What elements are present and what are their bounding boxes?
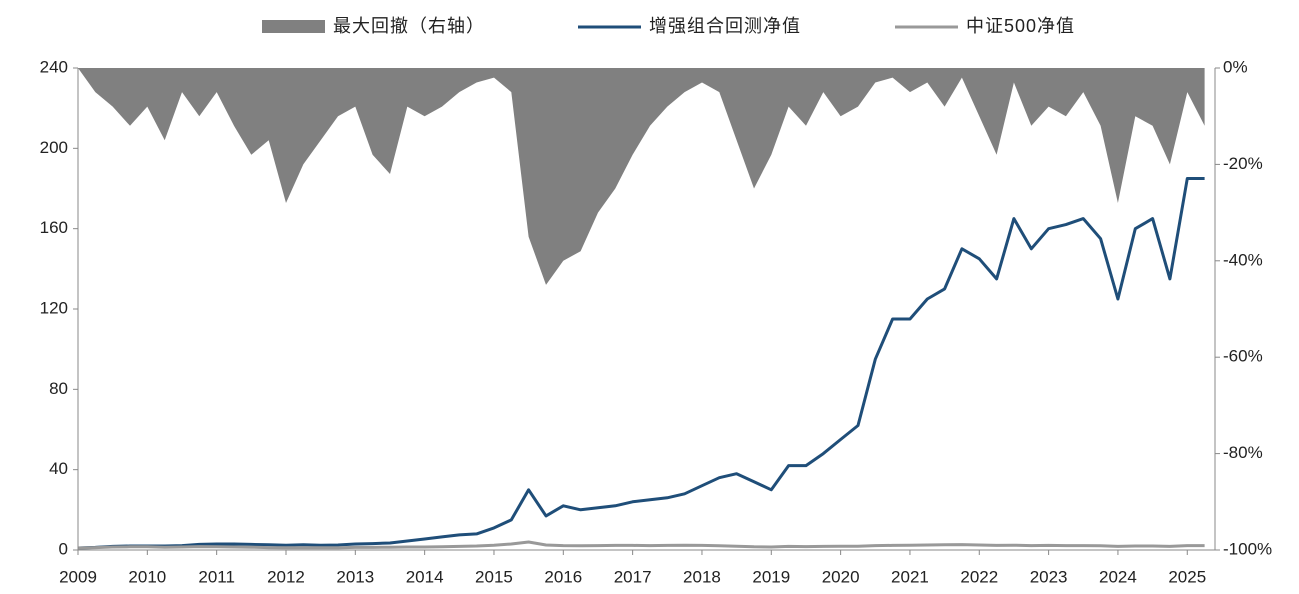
- x-tick-label: 2021: [891, 567, 929, 586]
- x-tick-label: 2015: [475, 567, 513, 586]
- x-tick-label: 2013: [336, 567, 374, 586]
- x-tick-label: 2017: [614, 567, 652, 586]
- y-tick-label: 80: [49, 379, 68, 398]
- legend-label: 中证500净值: [966, 16, 1075, 36]
- x-tick-label: 2012: [267, 567, 305, 586]
- x-tick-label: 2018: [683, 567, 721, 586]
- x-tick-label: 2010: [128, 567, 166, 586]
- x-tick-label: 2019: [752, 567, 790, 586]
- y2-tick-label: 0%: [1223, 57, 1248, 76]
- y-tick-label: 240: [40, 57, 68, 76]
- y2-tick-label: -80%: [1223, 443, 1263, 462]
- x-tick-label: 2020: [822, 567, 860, 586]
- drawdown-area: [78, 68, 1205, 285]
- x-tick-label: 2023: [1030, 567, 1068, 586]
- x-tick-label: 2014: [406, 567, 444, 586]
- legend-label: 增强组合回测净值: [649, 16, 801, 36]
- y-tick-label: 40: [49, 459, 68, 478]
- series-line: [77, 177, 1205, 550]
- y2-tick-label: -60%: [1223, 347, 1263, 366]
- x-tick-label: 2009: [59, 567, 97, 586]
- y-tick-label: 120: [40, 298, 68, 317]
- y2-tick-label: -100%: [1223, 539, 1272, 558]
- series-line: [77, 540, 1205, 550]
- y-tick-label: 160: [40, 218, 68, 237]
- x-tick-label: 2016: [544, 567, 582, 586]
- y-tick-label: 200: [40, 138, 68, 157]
- x-tick-label: 2011: [198, 567, 235, 586]
- y-tick-label: 0: [59, 539, 68, 558]
- x-tick-label: 2024: [1099, 567, 1137, 586]
- x-tick-label: 2025: [1168, 567, 1206, 586]
- y2-tick-label: -20%: [1223, 154, 1263, 173]
- y2-tick-label: -40%: [1223, 250, 1263, 269]
- legend-label: 最大回撤（右轴）: [333, 16, 485, 36]
- legend-swatch: [262, 20, 325, 33]
- x-tick-label: 2022: [960, 567, 998, 586]
